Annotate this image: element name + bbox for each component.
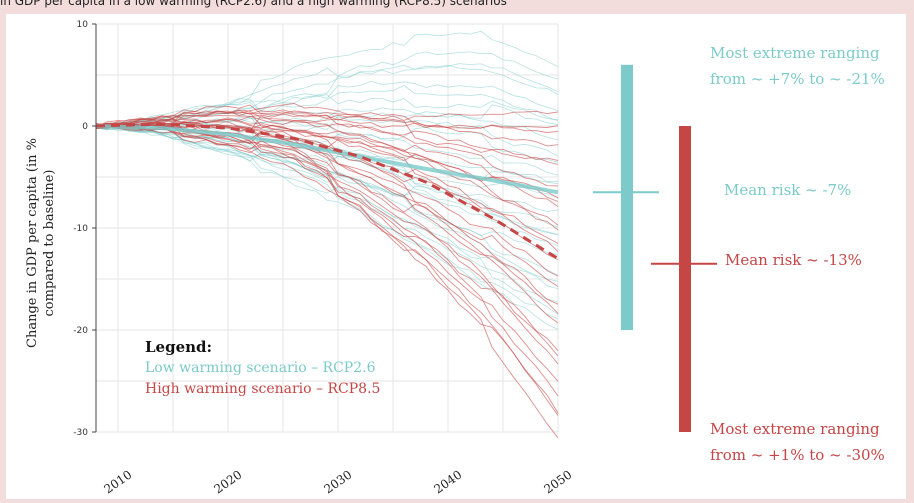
x-tick-label: 2050: [541, 468, 574, 497]
scenario-ensemble-lines: [95, 30, 559, 439]
low-extreme-label-line-1: Most extreme ranging: [710, 44, 880, 62]
high-mean-risk-label: Mean risk ~ -13%: [725, 251, 862, 269]
high-warming-model-line: [95, 121, 559, 252]
high-extreme-label-line-2: from ~ +1% to ~ -30%: [710, 446, 885, 464]
low-warming-model-line: [95, 126, 559, 315]
axes: 10 0 -10 -20 -30 2010 2020 2030 2040 2050: [73, 20, 574, 496]
high-warming-mean-line: [95, 122, 559, 260]
y-axis-label-line-2: compared to baseline): [42, 170, 57, 317]
high-warming-range-bar: [679, 126, 691, 432]
x-tick-label: 2020: [211, 468, 244, 497]
high-warming-model-line: [95, 126, 559, 324]
scenario-mean-lines: [95, 122, 559, 260]
legend: Legend: Low warming scenario – RCP2.6 Hi…: [145, 338, 380, 397]
high-warming-model-line: [95, 125, 559, 314]
x-tick-label: 2030: [321, 468, 354, 497]
high-warming-model-line: [95, 118, 559, 287]
y-tick-label: 0: [82, 122, 88, 132]
high-warming-model-line: [95, 109, 559, 165]
low-extreme-label-line-2: from ~ +7% to ~ -21%: [710, 70, 885, 88]
high-warming-model-line: [95, 110, 559, 161]
y-tick-label: -30: [73, 428, 88, 438]
grid-lines: [96, 23, 559, 433]
y-tick-label: 10: [77, 20, 89, 30]
x-tick-label: 2010: [101, 468, 134, 497]
gdp-change-chart: 10 0 -10 -20 -30 2010 2020 2030 2040 2050 Change …: [25, 20, 885, 496]
high-warming-model-line: [95, 103, 559, 129]
low-warming-mean-line: [95, 124, 559, 195]
chart-panel: 10 0 -10 -20 -30 2010 2020 2030 2040 2050 Change …: [6, 14, 906, 499]
high-warming-model-line: [95, 114, 559, 187]
high-extreme-label-line-1: Most extreme ranging: [710, 420, 880, 438]
legend-entry-low-warming: Low warming scenario – RCP2.6: [145, 360, 376, 376]
low-mean-risk-label: Mean risk ~ -7%: [724, 181, 851, 199]
low-warming-model-line: [95, 124, 559, 330]
legend-entry-high-warming: High warming scenario – RCP8.5: [145, 381, 380, 397]
high-warming-model-line: [95, 121, 559, 277]
y-axis-label-line-1: Change in GDP per capita (in %: [25, 138, 40, 348]
low-warming-range-bar: [621, 64, 633, 331]
low-warming-model-line: [95, 80, 559, 128]
x-tick-label: 2040: [431, 468, 464, 497]
high-warming-model-line: [95, 104, 559, 128]
high-warming-model-line: [95, 109, 559, 147]
range-bars: [593, 64, 717, 432]
figure-caption: in GDP per capita in a low warming (RCP2…: [0, 0, 507, 8]
y-tick-label: -20: [73, 326, 88, 336]
legend-title: Legend:: [145, 338, 212, 356]
y-tick-label: -10: [73, 224, 88, 234]
